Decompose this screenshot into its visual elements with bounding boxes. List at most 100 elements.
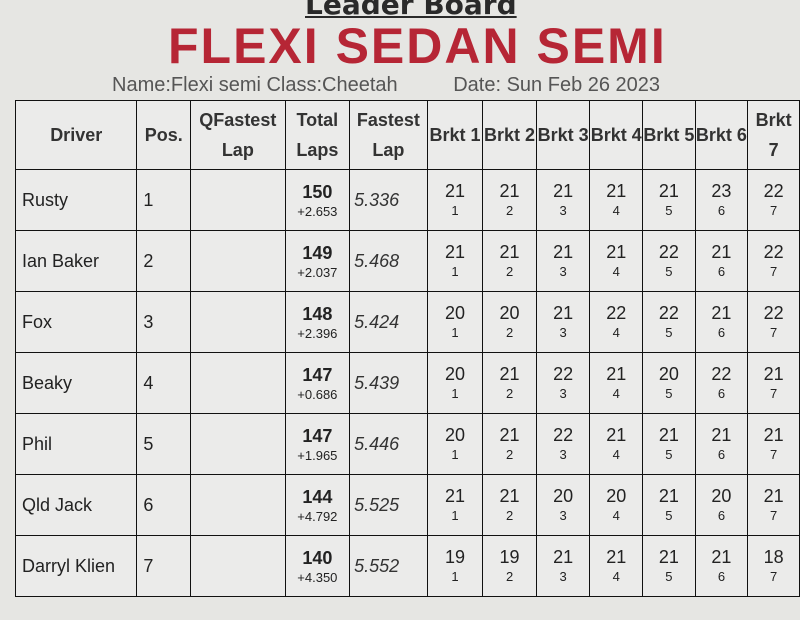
- fastest-lap-cell: 5.336: [349, 169, 428, 231]
- bracket-lane: 6: [717, 325, 726, 340]
- column-header: QFastest Lap: [190, 100, 286, 170]
- bracket-lane: 3: [559, 508, 567, 523]
- bracket-laps: 20: [553, 486, 574, 506]
- bracket-laps: 22: [606, 303, 627, 323]
- handwritten-annotation: FLEXI SEDAN SEMI: [168, 18, 667, 74]
- gap-value: +2.037: [297, 264, 338, 280]
- bracket-laps: 21: [553, 547, 574, 567]
- qfastest-cell: [190, 291, 286, 353]
- bracket-laps: 18: [763, 547, 784, 567]
- position-cell: 1: [136, 169, 192, 231]
- bracket-cell: 21 7: [747, 352, 800, 414]
- bracket-laps: 22: [763, 242, 784, 262]
- bracket-lane: 4: [612, 569, 620, 584]
- bracket-lane: 7: [770, 325, 778, 340]
- column-header: Brkt 6: [694, 100, 749, 170]
- bracket-cell: 19 1: [426, 535, 484, 597]
- table-row: Phil 5 147 +1.965 5.446 20 1 21 2 22 3 21 4 21 5 21 6 21 7: [14, 413, 800, 475]
- bracket-cell: 21 4: [589, 169, 644, 231]
- bracket-lane: 5: [665, 203, 673, 218]
- bracket-lane: 1: [451, 447, 459, 462]
- bracket-cell: 20 1: [426, 352, 484, 414]
- qfastest-cell: [190, 230, 286, 292]
- bracket-laps: 21: [606, 242, 627, 262]
- position-cell: 2: [136, 230, 192, 292]
- bracket-laps: 21: [444, 486, 466, 506]
- info-line: Name:Flexi semi Class:Cheetah Date: Sun …: [112, 73, 660, 97]
- bracket-cell: 21 3: [535, 535, 591, 597]
- header-row: Driver Pos. QFastest Lap Total Laps Fastest …: [14, 100, 800, 170]
- bracket-lane: 3: [559, 264, 567, 279]
- bracket-laps: 19: [499, 547, 520, 567]
- qfastest-cell: [190, 352, 286, 414]
- bracket-lane: 5: [665, 325, 673, 340]
- bracket-cell: 21 6: [694, 535, 749, 597]
- table-row: Ian Baker 2 149 +2.037 5.468 21 1 21 2 21 3 21 4 22 5 2…: [14, 230, 800, 292]
- bracket-laps: 21: [658, 425, 679, 445]
- bracket-cell: 20 6: [694, 474, 749, 536]
- bracket-lane: 6: [717, 386, 726, 401]
- qfastest-cell: [190, 169, 286, 231]
- bracket-cell: 21 1: [426, 230, 484, 292]
- bracket-laps: 21: [553, 303, 574, 323]
- bracket-laps: 20: [499, 303, 520, 323]
- column-header: Brkt 5: [642, 100, 696, 170]
- date-field: Date: Sun Feb 26 2023: [453, 74, 661, 96]
- bracket-cell: 21 4: [589, 230, 644, 292]
- bracket-laps: 21: [711, 425, 732, 445]
- name-field: Name:Flexi semi: [112, 74, 261, 96]
- bracket-lane: 3: [559, 325, 567, 340]
- bracket-laps: 21: [499, 425, 520, 445]
- fastest-lap-cell: 5.468: [349, 230, 428, 292]
- laps-value: 148: [302, 303, 333, 324]
- bracket-cell: 21 4: [589, 352, 644, 414]
- position-cell: 7: [136, 535, 192, 597]
- bracket-laps: 21: [711, 242, 732, 262]
- bracket-laps: 21: [763, 425, 784, 445]
- bracket-lane: 5: [665, 386, 673, 401]
- column-header: Brkt 1: [426, 100, 484, 170]
- bracket-laps: 22: [553, 425, 574, 445]
- bracket-cell: 21 2: [482, 413, 537, 475]
- bracket-cell: 22 7: [747, 291, 800, 353]
- bracket-laps: 20: [606, 486, 627, 506]
- column-header: Pos.: [136, 100, 192, 170]
- bracket-laps: 21: [658, 181, 679, 201]
- bracket-lane: 7: [770, 508, 778, 523]
- bracket-cell: 21 5: [642, 413, 696, 475]
- bracket-cell: 22 7: [747, 230, 800, 292]
- total-laps-cell: 148 +2.396: [284, 291, 351, 353]
- gap-value: +2.396: [297, 325, 338, 341]
- bracket-cell: 20 1: [426, 413, 484, 475]
- bracket-laps: 22: [553, 364, 574, 384]
- bracket-laps: 22: [711, 364, 732, 384]
- laps-value: 147: [302, 425, 333, 446]
- bracket-laps: 20: [711, 486, 732, 506]
- bracket-cell: 22 3: [535, 413, 591, 475]
- bracket-lane: 7: [770, 569, 778, 584]
- bracket-lane: 1: [451, 508, 459, 523]
- bracket-laps: 21: [444, 242, 466, 262]
- bracket-laps: 22: [763, 303, 784, 323]
- bracket-laps: 22: [763, 181, 784, 201]
- bracket-cell: 21 2: [482, 352, 537, 414]
- bracket-cell: 21 1: [426, 169, 484, 231]
- bracket-lane: 2: [505, 264, 514, 279]
- bracket-lane: 3: [559, 569, 567, 584]
- bracket-cell: 20 1: [426, 291, 484, 353]
- gap-value: +0.686: [297, 386, 338, 402]
- gap-value: +1.965: [297, 447, 338, 463]
- bracket-lane: 5: [665, 264, 673, 279]
- bracket-cell: 21 5: [642, 474, 696, 536]
- bracket-cell: 21 3: [535, 230, 591, 292]
- bracket-laps: 20: [444, 303, 466, 323]
- bracket-lane: 2: [505, 447, 514, 462]
- bracket-cell: 21 4: [589, 413, 644, 475]
- fastest-lap-cell: 5.552: [349, 535, 428, 597]
- bracket-cell: 23 6: [694, 169, 749, 231]
- bracket-cell: 22 4: [589, 291, 644, 353]
- bracket-laps: 21: [606, 181, 627, 201]
- driver-cell: Darryl Klien: [14, 535, 138, 597]
- fastest-lap-cell: 5.525: [349, 474, 428, 536]
- total-laps-cell: 147 +1.965: [284, 413, 351, 475]
